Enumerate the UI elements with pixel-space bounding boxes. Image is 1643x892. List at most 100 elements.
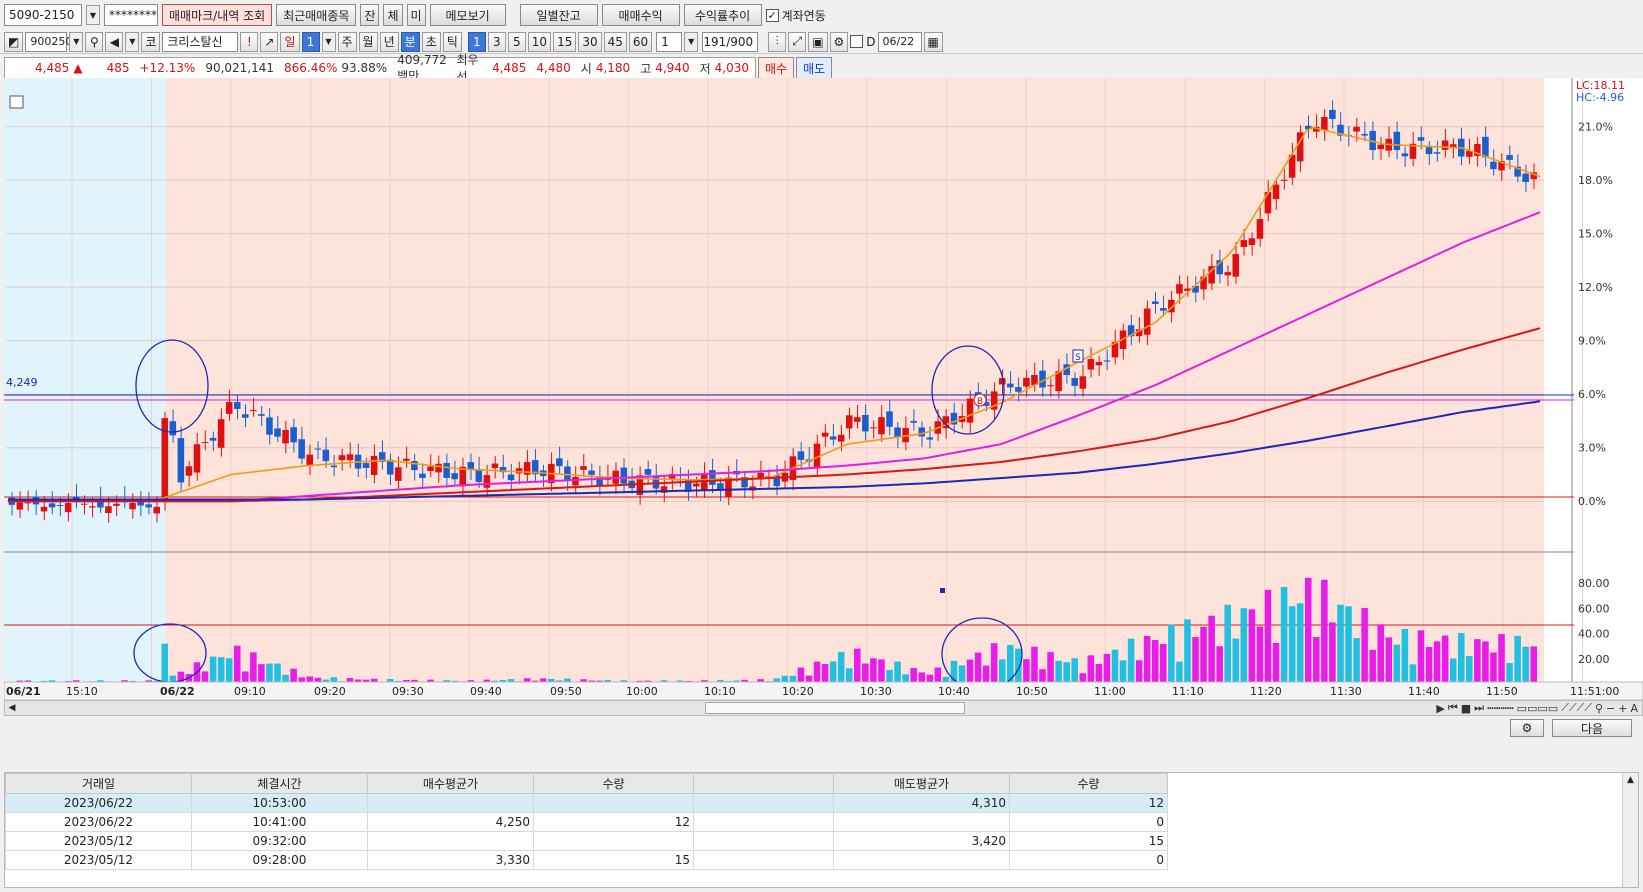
speaker-dropdown-icon[interactable]: ▼ [125,31,140,52]
col-buy-qty[interactable]: 수량 [533,773,694,794]
count-field[interactable]: 191/900 [702,31,759,52]
password-field[interactable]: ******** [104,4,158,26]
unit-year-button[interactable]: 년 [379,31,399,52]
min-45-button[interactable]: 45 [603,31,627,52]
col-buy-avg[interactable]: 매수평균가 [367,773,534,794]
unit-second-button[interactable]: 초 [421,31,441,52]
scroll-right-icon[interactable]: ▶ [1436,701,1445,715]
buy-button[interactable]: 매수 [758,57,795,79]
col-exec-time[interactable]: 체결시간 [191,773,368,794]
col-trade-date[interactable]: 거래일 [5,773,192,794]
table-scrollbar[interactable]: ▲ [1622,773,1638,887]
sell-button[interactable]: 매도 [796,57,833,79]
stock-name-field[interactable]: 크리스탈신 [162,31,239,52]
line-tool-icon[interactable]: ⟋⟋⟋⟋ [1561,701,1592,714]
layout-icon[interactable]: ▭▭▭▭ [1516,701,1559,715]
last-page-icon[interactable]: ⏭ [1474,701,1485,714]
draw-tool-icon[interactable]: ⤢ [788,31,807,52]
volume-bar [1143,635,1151,684]
stop-icon[interactable]: ■ [1460,701,1472,715]
min-5-button[interactable]: 5 [507,31,526,52]
chart-scrollbar[interactable]: ◀ ▶ ⏮ ■ ⏭ ┅┅┅┅ ▭▭▭▭ ⟋⟋⟋⟋ ⚲ − + A [4,700,1643,716]
interval-field[interactable]: 1 [656,31,683,52]
stock-chart[interactable]: B S 4,249 LC:18.11 HC:-4.96 21.0% 18.0% 15… [4,78,1643,700]
min-15-button[interactable]: 15 [553,31,577,52]
account-dropdown-icon[interactable]: ▼ [86,5,100,25]
y-axis-ticks: 21.0% 18.0% 15.0% 12.0% 9.0% 6.0% 3.0% 0.0% [1578,121,1613,509]
alert-icon[interactable]: ! [240,31,259,52]
zoom-in-icon[interactable]: + [1618,701,1628,715]
candle-body [870,427,877,429]
trade-profit-button[interactable]: 매매수익 [601,4,680,26]
calendar-icon[interactable]: ▦ [923,31,943,52]
filled-button[interactable]: 체 [383,4,403,26]
min-30-button[interactable]: 30 [578,31,602,52]
unit-month-button[interactable]: 월 [358,31,378,52]
trade-mark-query-button[interactable]: 매매마크/내역 조회 [162,4,273,26]
zoom-icon[interactable]: ⚲ [1594,701,1604,715]
unit-tick-button[interactable]: 틱 [442,31,462,52]
chart-grid [6,78,1583,696]
period-dropdown-icon[interactable]: ▼ [321,31,336,52]
min-3-button[interactable]: 3 [487,31,506,52]
memo-button[interactable]: 메모보기 [429,4,506,26]
unit-week-button[interactable]: 주 [337,31,357,52]
arrow-icon[interactable]: ↗ [260,31,279,52]
min-1-button[interactable]: 1 [467,31,486,52]
account-number-field[interactable]: 5090-2150 [4,4,82,26]
col-sell-avg[interactable]: 매도평균가 [833,773,1010,794]
checkbox-icon[interactable] [850,35,864,48]
code-dropdown-icon[interactable]: ▼ [69,31,84,52]
x-tick-label: 10:30 [860,685,892,698]
scroll-thumb[interactable] [705,702,965,714]
min-10-button[interactable]: 10 [527,31,552,52]
date-field[interactable]: 06/22 [877,31,922,52]
table-row[interactable]: 2023/05/12 09:32:00 3,420 15 [5,831,1168,851]
recent-trades-button[interactable]: 최근매매종목 [276,4,357,26]
scroll-up-icon[interactable]: ▲ [1627,775,1634,785]
volume-bar [1474,639,1481,684]
table-row[interactable]: 2023/06/22 10:53:00 4,310 12 [5,793,1168,813]
unfilled-button[interactable]: 미 [406,4,426,26]
date-checkbox[interactable]: D [850,35,876,49]
candle-body [1401,153,1409,157]
settings-gear-icon[interactable]: ⚙ [1510,719,1544,737]
period-day-button[interactable]: 일 [280,31,300,52]
first-page-icon[interactable]: ⏮ [1447,701,1458,714]
candle-body [1087,359,1095,370]
scroll-left-icon[interactable]: ◀ [8,703,16,713]
next-button[interactable]: 다음 [1552,719,1632,737]
period-count-button[interactable]: 1 [301,31,320,52]
candle-body [64,503,72,513]
checkmark-icon[interactable]: ✓ [765,8,779,22]
account-link-checkbox[interactable]: ✓ 계좌연동 [765,7,826,24]
chart-canvas[interactable]: B S 4,249 LC:18.11 HC:-4.96 21.0% 18.0% 15… [4,78,1643,700]
candle-body [1160,308,1167,311]
reference-price-label: 4,249 [6,376,38,389]
ruler-icon[interactable]: ┅┅┅┅ [1487,701,1514,715]
search-icon[interactable]: ⚲ [85,31,104,52]
chart-type-icon[interactable]: ◩ [4,31,24,52]
chart-menu-icon[interactable] [9,95,24,109]
x-tick-label: 10:50 [1016,685,1048,698]
unit-minute-button[interactable]: 분 [400,31,420,52]
daily-balance-button[interactable]: 일별잔고 [519,4,598,26]
volume-bar [1264,589,1272,684]
speaker-icon[interactable]: ◀ [105,31,124,52]
stock-code-field[interactable]: 900250 [25,31,72,52]
candle-body [1055,371,1062,392]
gear-icon[interactable]: ⚙ [829,31,849,52]
min-60-button[interactable]: 60 [628,31,653,52]
volume-bar [1449,658,1457,684]
save-icon[interactable]: ▣ [808,31,828,52]
auto-icon[interactable]: A [1630,701,1638,715]
return-trend-button[interactable]: 수익률추이 [683,4,762,26]
candle-body [1135,329,1143,337]
balance-button[interactable]: 잔 [360,4,380,26]
interval-dropdown-icon[interactable]: ▼ [684,31,699,52]
zoom-out-icon[interactable]: − [1606,701,1616,715]
col-sell-qty[interactable]: 수량 [1009,773,1168,794]
table-row[interactable]: 2023/06/22 10:41:00 4,250 12 0 [5,812,1168,832]
indicator-icon[interactable]: ⫶ [768,31,787,52]
table-row[interactable]: 2023/05/12 09:28:00 3,330 15 0 [5,850,1168,870]
